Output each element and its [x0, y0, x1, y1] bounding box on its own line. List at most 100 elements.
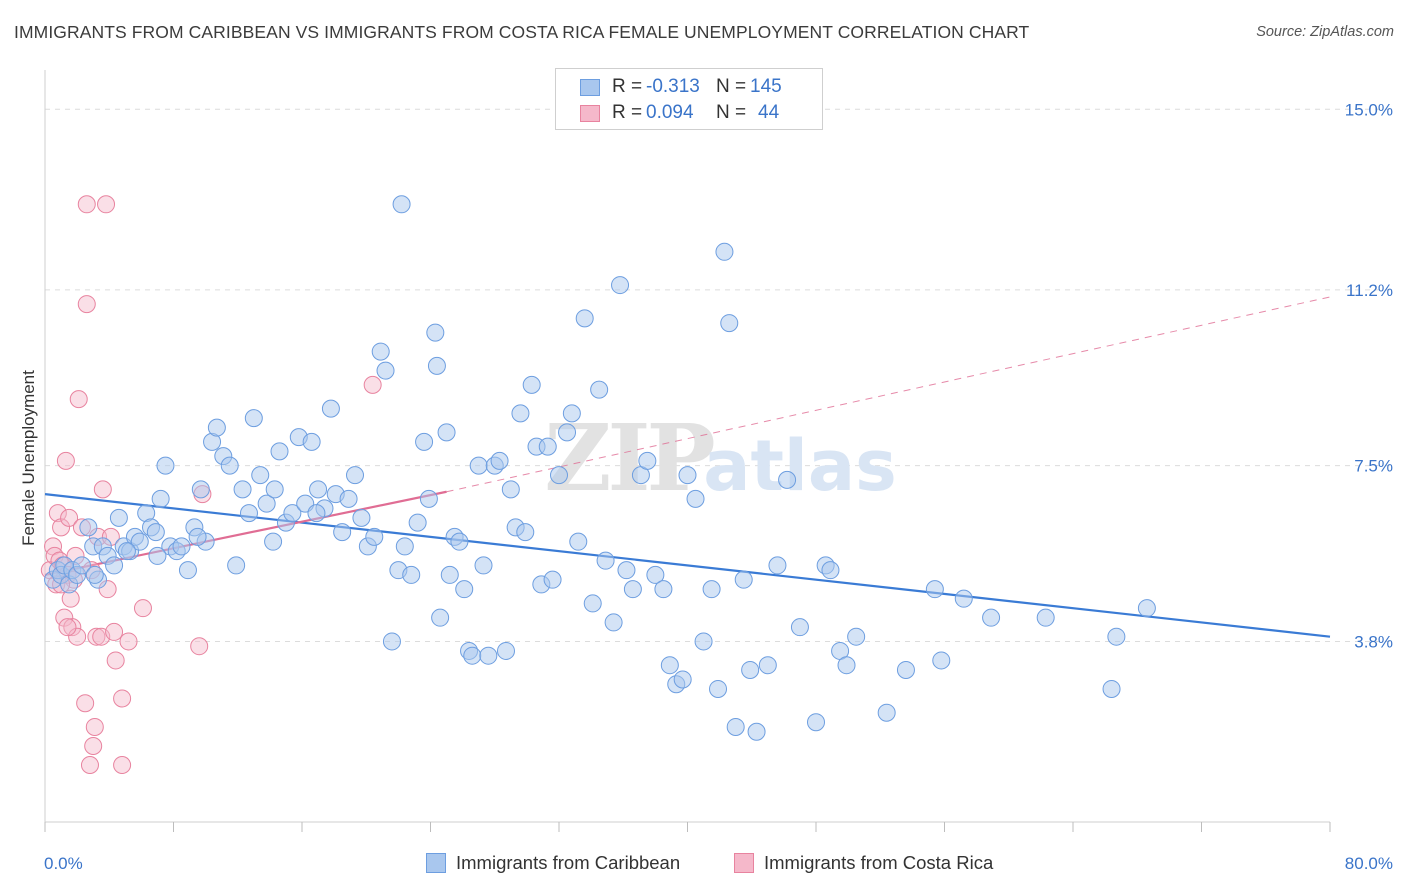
- legend-swatch-caribbean: [426, 853, 446, 873]
- point-caribbean: [654, 580, 673, 599]
- y-tick-label: 15.0%: [1345, 100, 1393, 119]
- points-costa-rica: [40, 195, 382, 774]
- point-caribbean: [734, 570, 753, 589]
- point-costa-rica: [133, 599, 152, 618]
- point-caribbean: [596, 551, 615, 570]
- y-tick-label: 11.2%: [1346, 281, 1393, 300]
- point-caribbean: [455, 580, 474, 599]
- point-caribbean: [239, 504, 258, 523]
- point-caribbean: [376, 361, 395, 380]
- point-caribbean: [402, 565, 421, 584]
- point-caribbean: [896, 660, 915, 679]
- legend-n-value: 44: [758, 102, 780, 123]
- point-caribbean: [1102, 679, 1121, 698]
- point-caribbean: [382, 632, 401, 651]
- point-caribbean: [450, 532, 469, 551]
- point-caribbean: [932, 651, 951, 670]
- point-caribbean: [768, 556, 787, 575]
- point-costa-rica: [77, 295, 96, 314]
- point-caribbean: [1107, 627, 1126, 646]
- point-caribbean: [352, 508, 371, 527]
- point-caribbean: [244, 409, 263, 428]
- watermark-atlas: atlas: [703, 425, 897, 507]
- legend-item-caribbean[interactable]: Immigrants from Caribbean: [426, 852, 680, 874]
- point-costa-rica: [80, 755, 99, 774]
- point-caribbean: [702, 580, 721, 599]
- point-caribbean: [496, 641, 515, 660]
- point-caribbean: [270, 442, 289, 461]
- point-costa-rica: [93, 480, 112, 499]
- point-caribbean: [501, 480, 520, 499]
- legend-n-value: 145: [750, 76, 782, 97]
- legend-row-caribbean: R = -0.313 N = 145: [580, 74, 782, 100]
- point-caribbean: [427, 356, 446, 375]
- point-costa-rica: [85, 717, 104, 736]
- point-caribbean: [264, 532, 283, 551]
- point-caribbean: [623, 580, 642, 599]
- point-caribbean: [257, 494, 276, 513]
- point-caribbean: [309, 480, 328, 499]
- point-caribbean: [590, 380, 609, 399]
- grid-lines: [45, 108, 1395, 642]
- point-caribbean: [392, 195, 411, 214]
- legend-swatch-costa-rica: [734, 853, 754, 873]
- point-caribbean: [550, 466, 568, 485]
- point-costa-rica: [106, 651, 125, 670]
- x-tick-label: 80.0%: [1345, 854, 1393, 873]
- point-caribbean: [1137, 599, 1156, 618]
- point-caribbean: [741, 660, 760, 679]
- x-tick-label: 0.0%: [44, 854, 83, 873]
- point-caribbean: [207, 418, 226, 437]
- point-costa-rica: [190, 637, 209, 656]
- point-caribbean: [437, 423, 456, 442]
- axes: [44, 70, 1331, 832]
- point-caribbean: [72, 556, 91, 575]
- legend-label-costa-rica: Immigrants from Costa Rica: [764, 852, 994, 873]
- point-costa-rica: [363, 375, 382, 394]
- point-costa-rica: [68, 627, 87, 646]
- point-caribbean: [333, 523, 352, 542]
- point-caribbean: [583, 594, 602, 613]
- point-caribbean: [925, 580, 944, 599]
- point-caribbean: [431, 608, 450, 627]
- point-costa-rica: [84, 736, 103, 755]
- point-caribbean: [778, 470, 797, 489]
- y-axis-label: Female Unemployment: [19, 370, 38, 546]
- point-caribbean: [709, 679, 728, 698]
- point-caribbean: [346, 466, 365, 485]
- point-costa-rica: [113, 689, 132, 708]
- legend-item-costa-rica[interactable]: Immigrants from Costa Rica: [734, 852, 993, 874]
- point-caribbean: [617, 561, 636, 580]
- point-caribbean: [172, 537, 191, 556]
- point-costa-rica: [60, 508, 79, 527]
- chart-title: IMMIGRANTS FROM CARIBBEAN VS IMMIGRANTS …: [14, 22, 1030, 42]
- point-costa-rica: [105, 622, 124, 641]
- point-caribbean: [117, 542, 136, 561]
- legend-box: R = -0.313 N = 145 R = 0.094 N = 44: [555, 68, 823, 130]
- point-caribbean: [220, 456, 239, 475]
- point-caribbean: [511, 404, 530, 423]
- point-caribbean: [321, 399, 340, 418]
- point-caribbean: [837, 656, 856, 675]
- legend-n-label: N =: [716, 102, 747, 123]
- point-caribbean: [726, 717, 745, 736]
- point-caribbean: [251, 466, 270, 485]
- trend-line-caribbean: [44, 493, 1331, 638]
- point-caribbean: [954, 589, 973, 608]
- point-caribbean: [408, 513, 427, 532]
- point-caribbean: [395, 537, 414, 556]
- point-caribbean: [79, 518, 98, 537]
- point-caribbean: [146, 523, 165, 542]
- point-caribbean: [426, 323, 445, 342]
- legend-r-value: -0.313: [646, 76, 700, 97]
- point-caribbean: [638, 451, 657, 470]
- point-caribbean: [715, 242, 734, 261]
- y-tick-label: 3.8%: [1354, 632, 1393, 651]
- point-caribbean: [415, 432, 434, 451]
- point-caribbean: [371, 342, 390, 361]
- point-caribbean: [302, 432, 321, 451]
- point-caribbean: [307, 504, 326, 523]
- point-caribbean: [694, 632, 713, 651]
- point-caribbean: [569, 532, 588, 551]
